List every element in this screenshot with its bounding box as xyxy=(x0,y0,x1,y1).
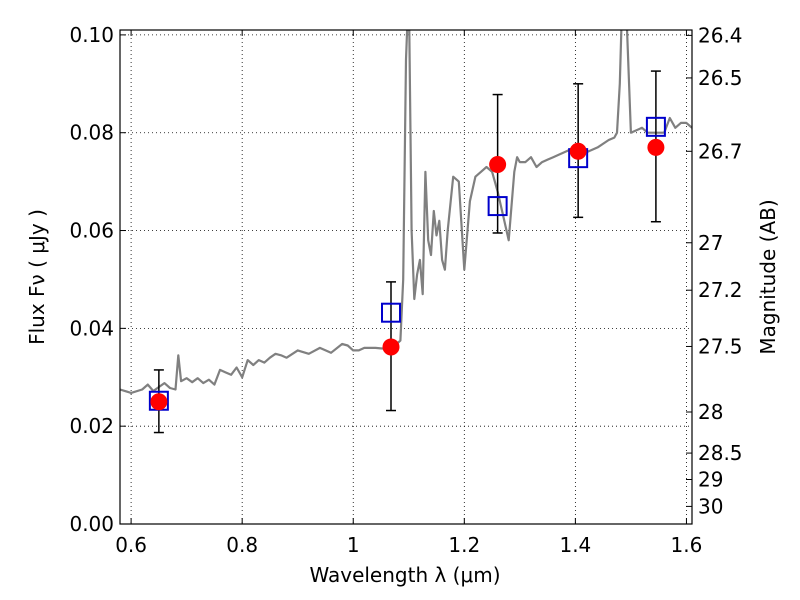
model-photometry-square xyxy=(487,196,508,217)
x-axis-label: Wavelength λ (μm) xyxy=(309,563,500,587)
observed-flux-point xyxy=(489,156,507,174)
x-tick-label: 1.6 xyxy=(671,533,703,557)
y-tick-label: 0.08 xyxy=(69,121,114,145)
observed-flux-point xyxy=(382,338,400,356)
right-y-tick-label: 26.5 xyxy=(698,66,743,90)
x-tick-label: 1.2 xyxy=(448,533,480,557)
observed-flux-point xyxy=(647,138,665,156)
plot-area xyxy=(120,30,692,434)
y-axis-label: Flux Fν ( μJy ) xyxy=(25,209,49,345)
observed-flux-point xyxy=(150,393,168,411)
model-photometry-square xyxy=(381,302,402,323)
y-tick-label: 0.10 xyxy=(69,23,114,47)
observed-flux-point xyxy=(569,142,587,160)
right-y-tick-label: 27 xyxy=(698,231,723,255)
x-tick-label: 1.4 xyxy=(559,533,591,557)
axes: 0.6 0.8 1 1.2 1.4 1.6 0.00 0.02 0.04 0.06 0.08 0.10… xyxy=(69,23,742,557)
right-y-tick-label: 28.5 xyxy=(698,441,743,465)
y-tick-label: 0.06 xyxy=(69,219,114,243)
y-tick-label: 0.02 xyxy=(69,414,114,438)
x-tick-label: 1 xyxy=(347,533,360,557)
x-tick-label: 0.6 xyxy=(115,533,147,557)
right-y-tick-label: 30 xyxy=(698,494,723,518)
right-y-tick-label: 26.4 xyxy=(698,23,743,47)
right-y-axis-label: Magnitude (AB) xyxy=(756,199,780,354)
model-spectrum-line xyxy=(120,30,692,394)
right-y-tick-label: 27.2 xyxy=(698,278,743,302)
right-y-tick-label: 26.7 xyxy=(698,139,743,163)
right-y-tick-label: 27.5 xyxy=(698,334,743,358)
y-tick-label: 0.00 xyxy=(69,512,114,536)
right-y-tick-label: 28 xyxy=(698,400,723,424)
model-photometry-square xyxy=(645,116,666,137)
x-tick-label: 0.8 xyxy=(226,533,258,557)
plot-frame xyxy=(119,29,693,525)
right-y-tick-label: 29 xyxy=(698,467,723,491)
y-tick-label: 0.04 xyxy=(69,316,114,340)
